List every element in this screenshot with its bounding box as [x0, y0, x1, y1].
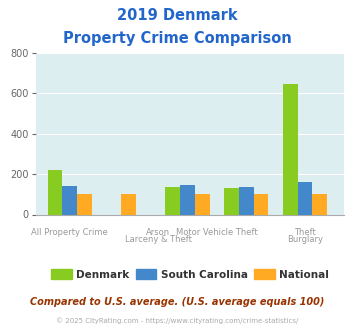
Text: Property Crime Comparison: Property Crime Comparison: [63, 31, 292, 46]
Text: All Property Crime: All Property Crime: [32, 228, 108, 237]
Bar: [195, 194, 209, 214]
Text: Burglary: Burglary: [287, 235, 323, 244]
Bar: [254, 194, 268, 214]
Bar: [239, 186, 254, 214]
Text: Motor Vehicle Theft: Motor Vehicle Theft: [176, 228, 258, 237]
Text: © 2025 CityRating.com - https://www.cityrating.com/crime-statistics/: © 2025 CityRating.com - https://www.city…: [56, 317, 299, 324]
Text: Compared to U.S. average. (U.S. average equals 100): Compared to U.S. average. (U.S. average …: [30, 297, 325, 307]
Text: Larceny & Theft: Larceny & Theft: [125, 235, 191, 244]
Text: Theft: Theft: [294, 228, 316, 237]
Bar: [180, 185, 195, 214]
Text: 2019 Denmark: 2019 Denmark: [117, 8, 238, 23]
Bar: [77, 194, 92, 214]
Bar: [48, 170, 62, 215]
Bar: [283, 84, 298, 214]
Legend: Denmark, South Carolina, National: Denmark, South Carolina, National: [47, 265, 333, 284]
Bar: [165, 186, 180, 214]
Bar: [62, 185, 77, 214]
Bar: [298, 182, 312, 214]
Bar: [224, 188, 239, 215]
Text: Arson: Arson: [146, 228, 170, 237]
Bar: [121, 194, 136, 214]
Bar: [312, 194, 327, 214]
